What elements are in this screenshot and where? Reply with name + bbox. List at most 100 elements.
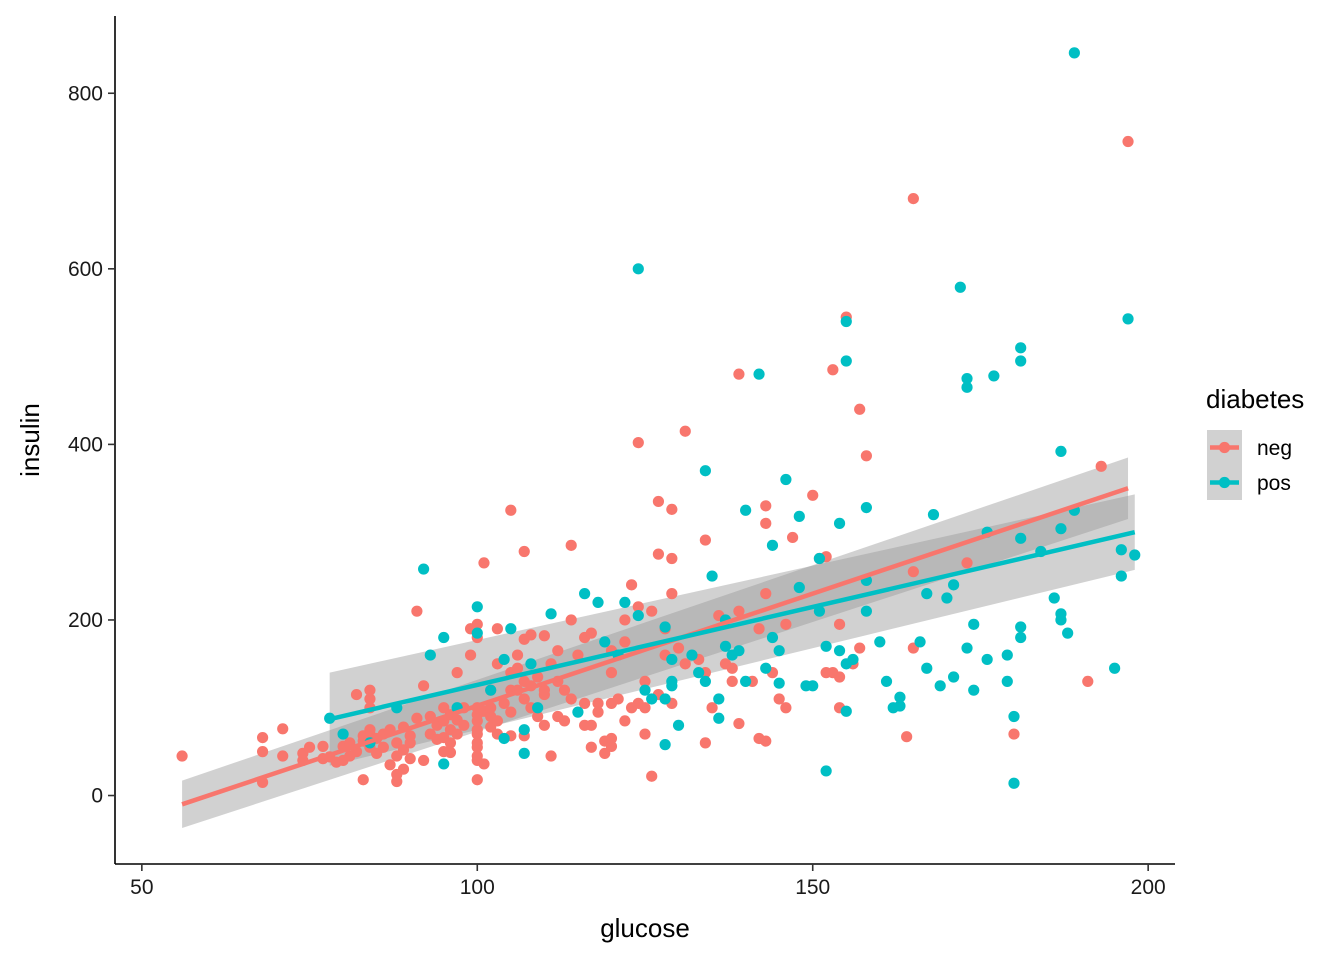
point-neg [733, 605, 745, 617]
point-neg [961, 557, 973, 569]
point-neg [277, 723, 289, 735]
regression-lines [181, 486, 1136, 807]
point-pos [646, 693, 658, 705]
point-pos [840, 705, 852, 717]
point-neg [619, 715, 631, 727]
point-pos [1055, 608, 1067, 620]
point-pos [438, 758, 450, 770]
legend: diabetes neg pos [1206, 384, 1304, 500]
point-pos [418, 563, 430, 575]
point-neg [411, 712, 423, 724]
x-axis-ticks: 50 100 150 200 [130, 864, 1166, 899]
point-neg [652, 548, 665, 560]
y-tick-label: 200 [68, 609, 103, 632]
point-neg [1008, 728, 1020, 740]
point-neg [538, 630, 550, 642]
point-pos [961, 372, 973, 385]
point-pos [337, 728, 349, 740]
point-pos [659, 621, 671, 633]
point-pos [1055, 523, 1067, 535]
point-pos [948, 579, 960, 591]
point-neg [538, 684, 550, 696]
point-pos [471, 627, 483, 639]
point-pos [773, 645, 785, 657]
point-neg [585, 719, 597, 731]
point-neg [780, 702, 792, 714]
point-neg [565, 614, 577, 626]
point-pos [766, 631, 779, 644]
point-pos [921, 588, 933, 600]
point-pos [927, 509, 940, 521]
point-pos [740, 675, 752, 688]
point-neg [511, 662, 524, 674]
point-pos [1008, 777, 1020, 789]
point-pos [619, 596, 631, 609]
point-pos [1015, 342, 1027, 354]
point-pos [894, 700, 906, 712]
point-neg [558, 715, 571, 727]
point-pos [813, 552, 826, 565]
point-neg [418, 680, 430, 692]
point-neg [176, 750, 188, 762]
point-pos [599, 636, 611, 648]
point-neg [807, 489, 819, 501]
point-neg [579, 697, 591, 709]
point-pos [485, 684, 497, 696]
point-neg [619, 614, 631, 626]
point-neg [471, 737, 483, 749]
point-pos [941, 592, 953, 604]
point-pos [740, 504, 752, 516]
point-neg [639, 728, 651, 740]
point-pos [699, 675, 711, 688]
point-neg [860, 450, 872, 462]
point-neg [666, 552, 678, 565]
point-neg [827, 364, 839, 376]
x-tick-label: 150 [795, 876, 830, 899]
point-neg [364, 693, 376, 705]
point-neg [532, 671, 544, 683]
point-neg [404, 730, 416, 742]
point-pos [632, 609, 644, 622]
point-pos [773, 677, 785, 689]
point-pos [713, 712, 725, 724]
point-pos [961, 642, 973, 654]
point-neg [511, 649, 524, 661]
point-pos [833, 645, 846, 657]
point-neg [471, 750, 483, 762]
point-neg [760, 588, 772, 600]
point-neg [760, 517, 772, 529]
point-neg [639, 702, 651, 714]
point-pos [699, 465, 711, 477]
point-neg [364, 684, 376, 696]
point-pos [968, 684, 980, 696]
point-neg [485, 702, 497, 714]
data-points [176, 47, 1141, 789]
point-neg [565, 693, 577, 705]
point-pos [1015, 532, 1027, 544]
point-neg [666, 588, 678, 600]
point-neg [699, 737, 711, 749]
point-pos [1115, 570, 1127, 582]
point-neg [256, 746, 269, 758]
point-pos [706, 570, 718, 582]
point-neg [464, 649, 477, 661]
point-pos [833, 517, 846, 529]
fit-line-pos [329, 529, 1136, 722]
point-neg [518, 693, 530, 705]
point-neg [733, 717, 745, 730]
point-neg [632, 601, 644, 613]
point-pos [471, 601, 483, 613]
point-neg [552, 645, 564, 657]
point-pos [847, 653, 859, 666]
point-pos [793, 510, 805, 522]
fit-line-neg [181, 486, 1129, 807]
point-pos [1129, 549, 1141, 561]
point-neg [303, 741, 316, 753]
point-pos [666, 653, 678, 666]
point-neg [605, 732, 618, 745]
point-pos [921, 662, 933, 674]
point-neg [471, 774, 483, 786]
point-neg [478, 557, 490, 569]
point-neg [558, 684, 571, 696]
